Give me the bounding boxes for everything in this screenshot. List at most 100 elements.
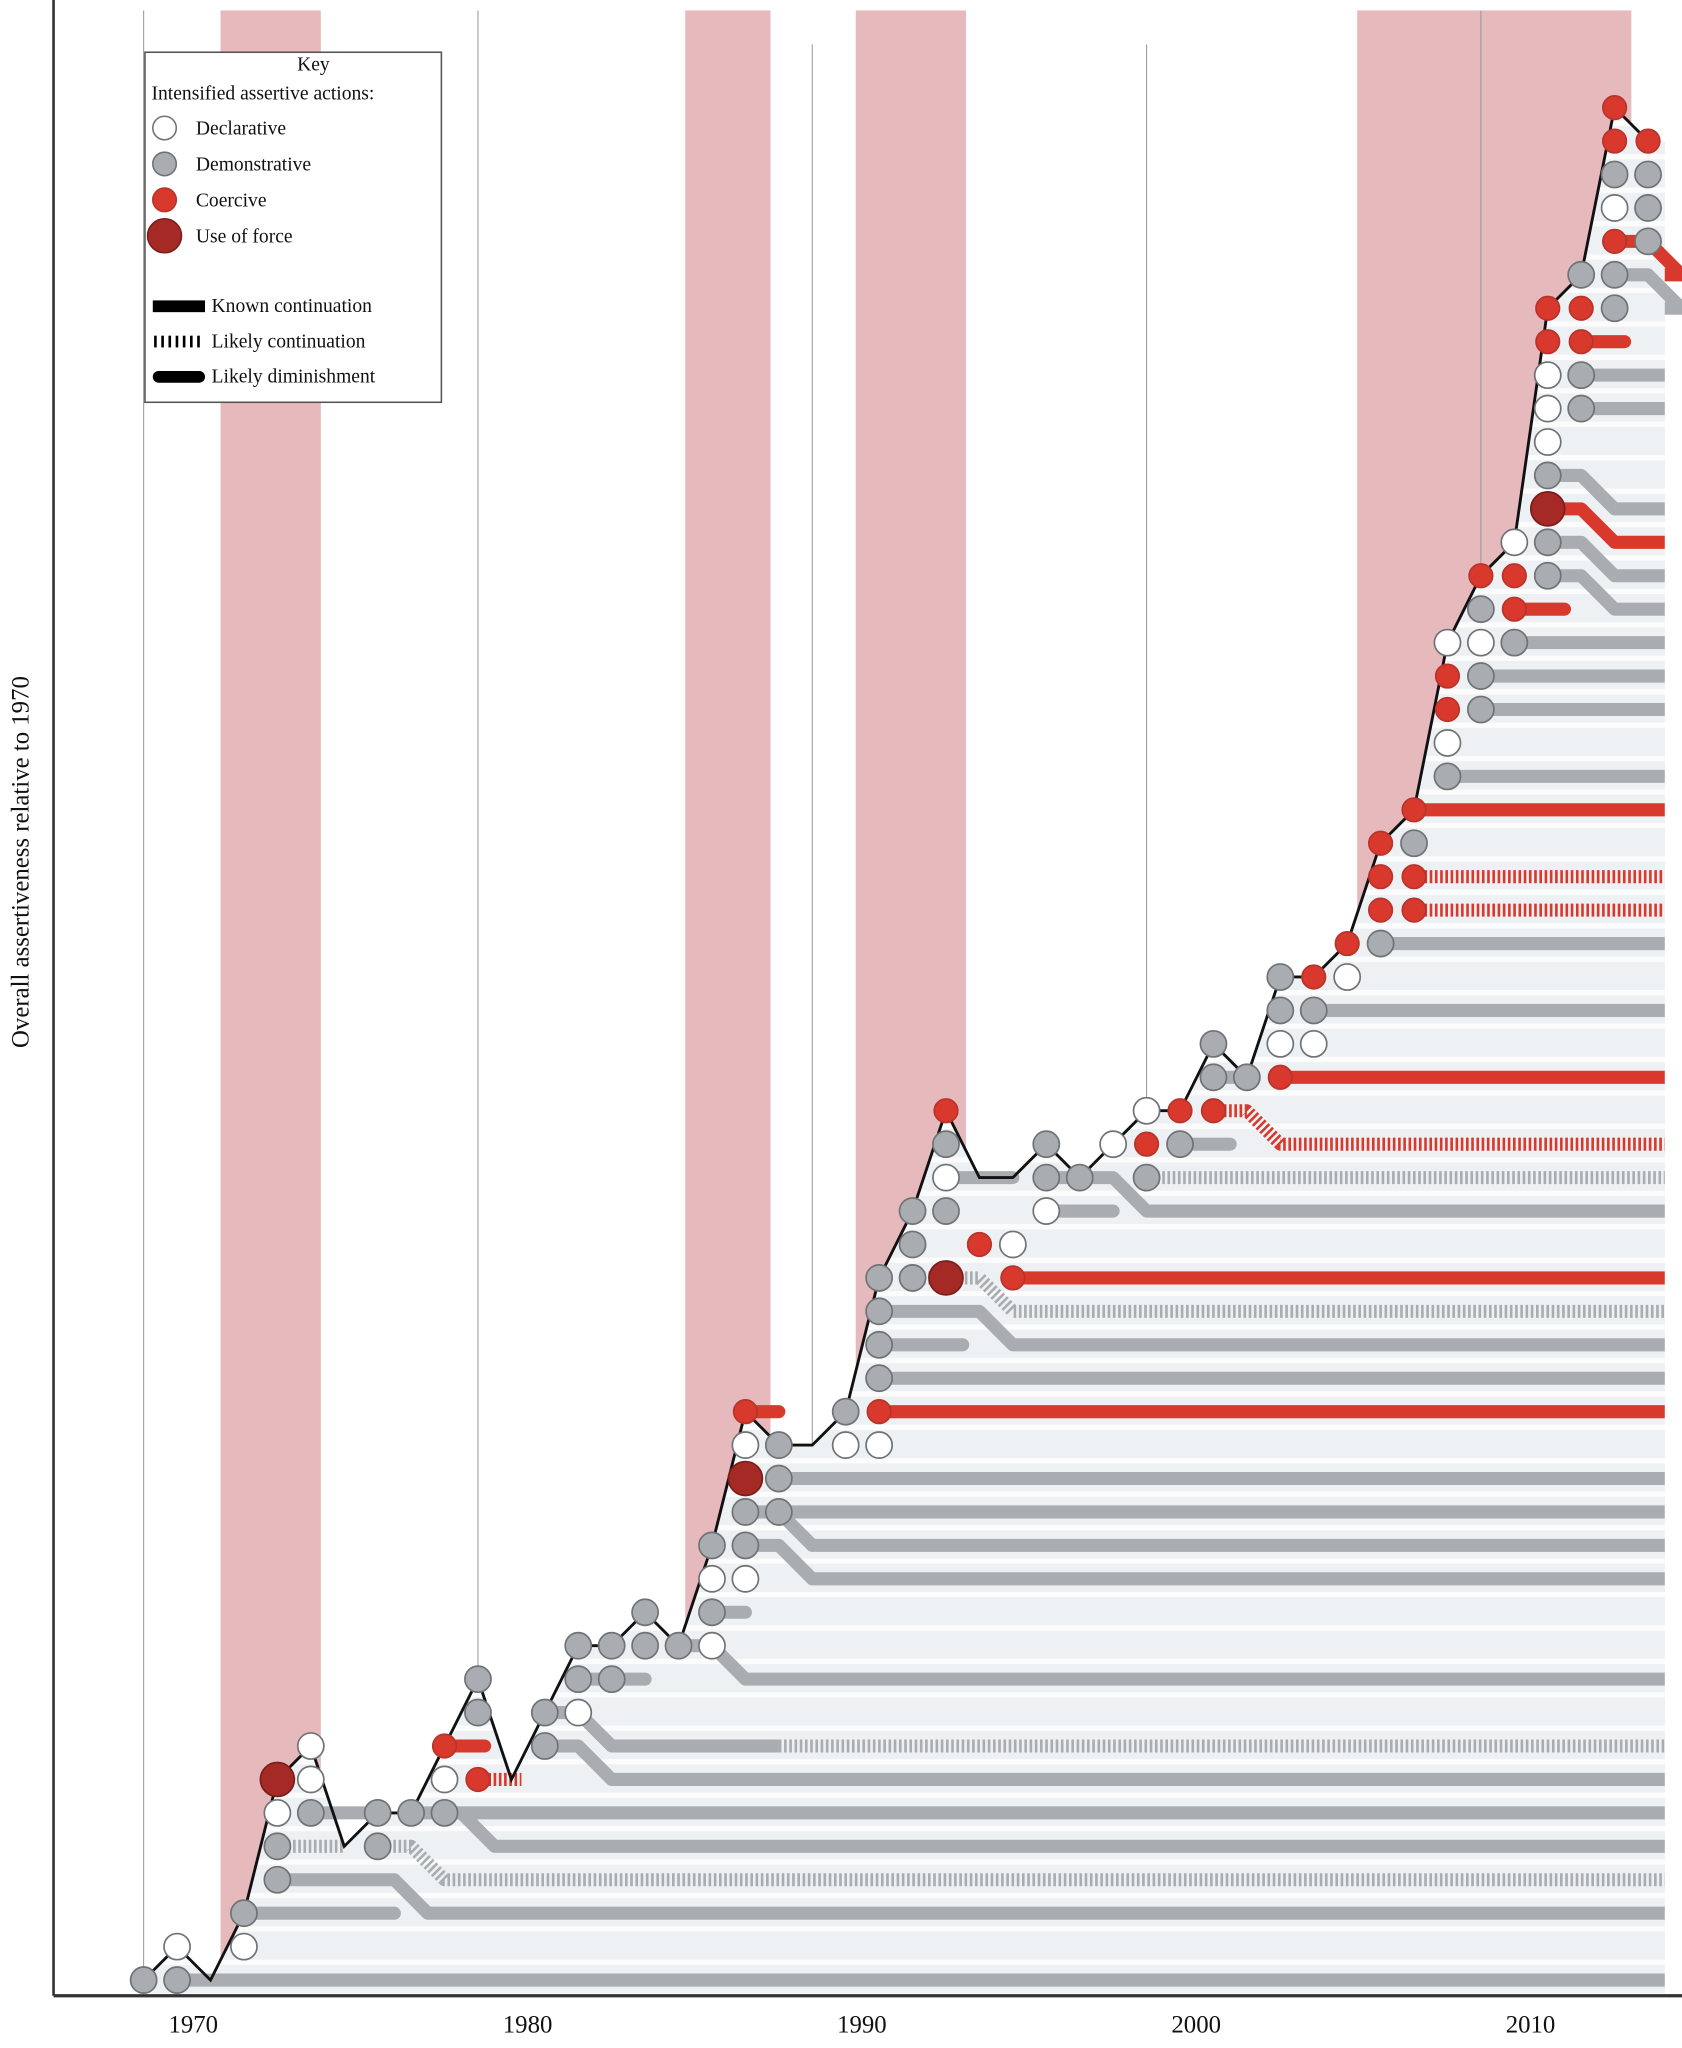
coercive-legend-icon bbox=[152, 187, 178, 213]
coercive-marker bbox=[933, 1098, 959, 1124]
use-of-force-marker bbox=[727, 1460, 764, 1497]
row-separator bbox=[143, 1424, 1666, 1430]
legend-label: Likely continuation bbox=[212, 331, 366, 352]
demonstrative-marker bbox=[530, 1732, 559, 1760]
legend-label: Known continuation bbox=[212, 296, 373, 317]
legend: Key Intensified assertive actions: Decla… bbox=[144, 51, 443, 404]
demonstrative-marker bbox=[1232, 1063, 1261, 1092]
coercive-marker bbox=[1301, 964, 1327, 990]
demonstrative-marker bbox=[631, 1631, 660, 1660]
hatch-stroke bbox=[182, 335, 186, 348]
coercive-marker bbox=[866, 1399, 892, 1425]
declarative-marker bbox=[1533, 361, 1562, 390]
hatch-stroke bbox=[175, 335, 179, 348]
coercive-marker bbox=[1501, 596, 1527, 622]
demonstrative-marker bbox=[163, 1966, 191, 1994]
known-continuation-bar bbox=[745, 1538, 1665, 1586]
demonstrative-marker bbox=[564, 1631, 593, 1660]
known-continuation-bar bbox=[277, 1873, 1665, 1920]
likely-continuation-bar bbox=[377, 1839, 1665, 1887]
demonstrative-marker bbox=[464, 1698, 492, 1727]
likely-diminishment-legend-icon bbox=[152, 370, 206, 383]
demonstrative-marker bbox=[898, 1230, 927, 1259]
known-continuation-bar bbox=[1614, 234, 1682, 282]
x-tick-label: 2000 bbox=[1171, 2011, 1221, 2038]
row-separator bbox=[143, 1558, 1666, 1564]
declarative-marker bbox=[865, 1431, 894, 1460]
y-axis-label: Overall assertiveness relative to 1970 bbox=[8, 676, 35, 1048]
coercive-marker bbox=[1501, 563, 1527, 589]
x-tick-labels: 1970 1980 1990 2000 2010 bbox=[168, 2011, 1555, 2038]
row-separator bbox=[143, 1257, 1666, 1263]
known-continuation-bar bbox=[1614, 268, 1682, 315]
demonstrative-marker bbox=[1634, 160, 1662, 189]
coercive-marker bbox=[1468, 563, 1494, 589]
demonstrative-marker bbox=[698, 1598, 726, 1627]
row-separator bbox=[143, 1491, 1666, 1497]
legend-label: Coercive bbox=[196, 190, 267, 211]
demonstrative-marker bbox=[898, 1264, 927, 1292]
legend-label: Demonstrative bbox=[196, 154, 312, 175]
demonstrative-marker bbox=[764, 1464, 793, 1493]
row-separator bbox=[143, 1692, 1666, 1698]
coercive-marker bbox=[1602, 228, 1628, 254]
demonstrative-marker bbox=[597, 1665, 626, 1694]
coercive-marker bbox=[1367, 830, 1394, 856]
demonstrative-marker bbox=[865, 1330, 894, 1359]
demonstrative-marker bbox=[865, 1264, 894, 1292]
demonstrative-marker bbox=[731, 1498, 760, 1526]
demonstrative-marker bbox=[1400, 829, 1428, 858]
demonstrative-marker bbox=[1132, 1163, 1161, 1192]
legend-subtitle: Intensified assertive actions: bbox=[151, 83, 374, 104]
declarative-marker bbox=[1433, 628, 1462, 657]
use-of-force-marker bbox=[928, 1260, 964, 1296]
coercive-marker bbox=[1434, 696, 1461, 723]
known-continuation-bar bbox=[678, 1639, 1665, 1686]
declarative-marker bbox=[1333, 963, 1362, 991]
demonstrative-marker bbox=[129, 1966, 158, 1994]
demonstrative-marker bbox=[263, 1865, 292, 1894]
coercive-marker bbox=[1000, 1265, 1026, 1291]
demonstrative-marker bbox=[1567, 361, 1596, 390]
likely-continuation-bar bbox=[1213, 1104, 1665, 1151]
coercive-marker bbox=[1167, 1098, 1193, 1124]
assertiveness-line bbox=[142, 104, 1650, 1983]
demonstrative-marker bbox=[1466, 662, 1495, 690]
demonstrative-marker bbox=[1266, 963, 1295, 991]
row-separator bbox=[143, 1658, 1666, 1664]
row-separator bbox=[143, 1525, 1666, 1531]
known-continuation-bar bbox=[879, 1304, 1665, 1352]
declarative-marker bbox=[831, 1431, 860, 1460]
known-continuation-bar bbox=[745, 1505, 1665, 1552]
demonstrative-marker bbox=[1634, 227, 1662, 256]
coercive-marker bbox=[1200, 1098, 1227, 1124]
coercive-marker bbox=[431, 1733, 458, 1759]
demonstrative-marker bbox=[564, 1665, 593, 1694]
demonstrative-marker bbox=[865, 1364, 894, 1393]
demonstrative-marker bbox=[1533, 461, 1562, 490]
demonstrative-marker bbox=[1199, 1063, 1228, 1092]
demonstrative-marker bbox=[1500, 628, 1529, 657]
demonstrative-marker bbox=[1634, 194, 1662, 222]
demonstrative-marker bbox=[1533, 561, 1562, 590]
coercive-marker bbox=[1434, 663, 1461, 689]
coercive-marker bbox=[1367, 864, 1394, 890]
declarative-marker bbox=[1466, 628, 1495, 657]
demonstrative-marker bbox=[1032, 1130, 1061, 1159]
use-of-force-legend-icon bbox=[146, 217, 183, 254]
demonstrative-marker bbox=[1600, 260, 1629, 289]
declarative-marker bbox=[430, 1765, 459, 1794]
row-separator bbox=[143, 1725, 1666, 1731]
demonstrative-marker bbox=[1567, 394, 1596, 423]
hatch-stroke bbox=[197, 335, 200, 348]
demonstrative-marker bbox=[1600, 294, 1629, 323]
declarative-marker bbox=[1299, 1029, 1328, 1058]
demonstrative-marker bbox=[764, 1431, 793, 1460]
declarative-marker bbox=[163, 1932, 191, 1961]
declarative-marker bbox=[1099, 1130, 1128, 1159]
x-tick-label: 1990 bbox=[837, 2011, 887, 2038]
demonstrative-marker bbox=[898, 1197, 927, 1225]
coercive-marker bbox=[1602, 128, 1628, 154]
declarative-legend-icon bbox=[152, 115, 178, 141]
